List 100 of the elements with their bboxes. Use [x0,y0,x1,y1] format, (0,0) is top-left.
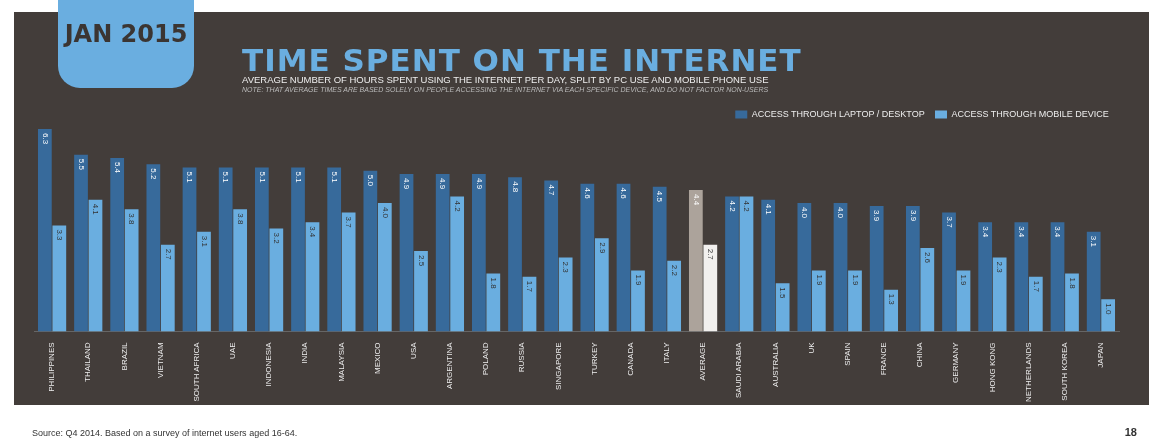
data-label: 4.6 [619,187,629,200]
x-tick-label: TURKEY [589,341,599,375]
data-label: 3.2 [272,232,282,245]
x-tick-label: NETHERLANDS [1023,342,1033,403]
bar [1086,231,1101,332]
data-label: 2.3 [995,261,1005,274]
bar [884,289,899,332]
data-label: 3.9 [872,210,882,222]
data-label: 4.1 [91,203,101,216]
x-tick-label: POLAND [481,342,491,376]
data-label: 5.1 [329,171,339,184]
data-label: 3.4 [980,226,990,238]
data-label: 4.9 [438,177,448,190]
bar [833,202,848,332]
x-tick-label: BRAZIL [119,341,129,371]
bar [580,183,595,332]
bar [341,212,356,332]
x-tick-label: FRANCE [879,342,889,376]
bar [508,177,522,332]
bar [291,167,305,332]
bar [486,273,501,332]
x-tick-label: JAPAN [1096,342,1106,368]
data-label: 4.5 [655,190,665,203]
data-label: 4.1 [763,203,773,216]
x-tick-label: USA [408,341,418,359]
data-label: 4.7 [546,184,556,197]
data-label: 2.6 [923,251,933,264]
data-label: 2.5 [416,255,426,267]
bar [110,157,125,332]
data-label: 3.1 [1089,235,1099,248]
bar [631,270,645,332]
bar [124,209,139,332]
data-label: 5.1 [257,171,267,184]
bar [88,199,103,332]
bar [377,202,392,332]
text: JAN 2015 [58,0,194,88]
data-label: 5.1 [293,171,303,184]
x-tick-label: CHINA [915,341,925,368]
x-tick-label: PHILIPPINES [47,342,57,392]
x-tick-label: SOUTH AFRICA [191,341,201,402]
bar [688,190,703,332]
data-label: 3.4 [1017,226,1027,238]
x-tick-label: SPAIN [842,342,852,366]
data-label: 5.5 [76,158,86,171]
bar [74,154,88,332]
source-note: Source: Q4 2014. Based on a survey of internet users aged 16-64. [32,428,298,438]
x-tick-label: ITALY [662,341,672,364]
bar [37,129,52,332]
data-label: 1.3 [886,293,896,306]
bar [797,202,812,332]
bar [1028,276,1043,332]
bar [160,244,175,332]
data-label: 4.9 [402,177,412,190]
bar [435,173,450,332]
data-label: 2.3 [561,261,571,274]
bar [233,209,248,332]
data-label: 1.9 [850,274,860,287]
bar [1014,222,1029,332]
bar [616,183,631,332]
data-label: 4.0 [800,206,810,219]
data-label: 5.4 [112,161,122,174]
bar [450,196,465,332]
data-label: 1.7 [525,280,535,293]
data-label: 5.1 [221,171,231,184]
data-label: 6.3 [40,133,50,145]
bar [920,247,935,332]
data-label: 3.4 [1053,226,1063,238]
data-label: 1.9 [959,274,969,287]
x-tick-label: MALAYSIA [336,341,346,382]
data-label: 4.2 [452,200,462,213]
data-label: 2.2 [669,264,679,277]
x-tick-label: MEXICO [372,342,382,374]
bar [327,167,342,332]
data-label: 1.9 [633,274,643,287]
bar [992,257,1007,332]
data-label: 1.5 [778,287,788,299]
data-label: 3.7 [944,216,954,229]
data-label: 3.4 [308,226,318,238]
bar [703,244,718,332]
data-label: 4.9 [474,177,484,190]
x-tick-label: GERMANY [951,341,961,383]
bar [739,196,754,332]
bar [761,199,776,332]
data-label: 4.0 [380,206,390,219]
data-label: 4.8 [510,181,520,193]
data-label: 1.8 [1067,277,1077,290]
bar [399,173,414,332]
data-label: 3.8 [127,213,137,225]
legend-label: ACCESS THROUGH LAPTOP / DESKTOP [751,108,925,119]
data-label: 3.8 [235,213,245,225]
bar [905,206,920,332]
data-label: 2.7 [163,248,173,261]
x-tick-label: SAUDI ARABIA [734,341,744,399]
bar [725,196,739,332]
data-label: 3.9 [908,210,918,222]
bar [522,276,537,332]
bar [667,260,682,332]
x-tick-label: SOUTH KOREA [1059,341,1069,401]
x-tick-label: HONG KONG [987,342,997,393]
legend-label: ACCESS THROUGH MOBILE DEVICE [951,108,1109,119]
